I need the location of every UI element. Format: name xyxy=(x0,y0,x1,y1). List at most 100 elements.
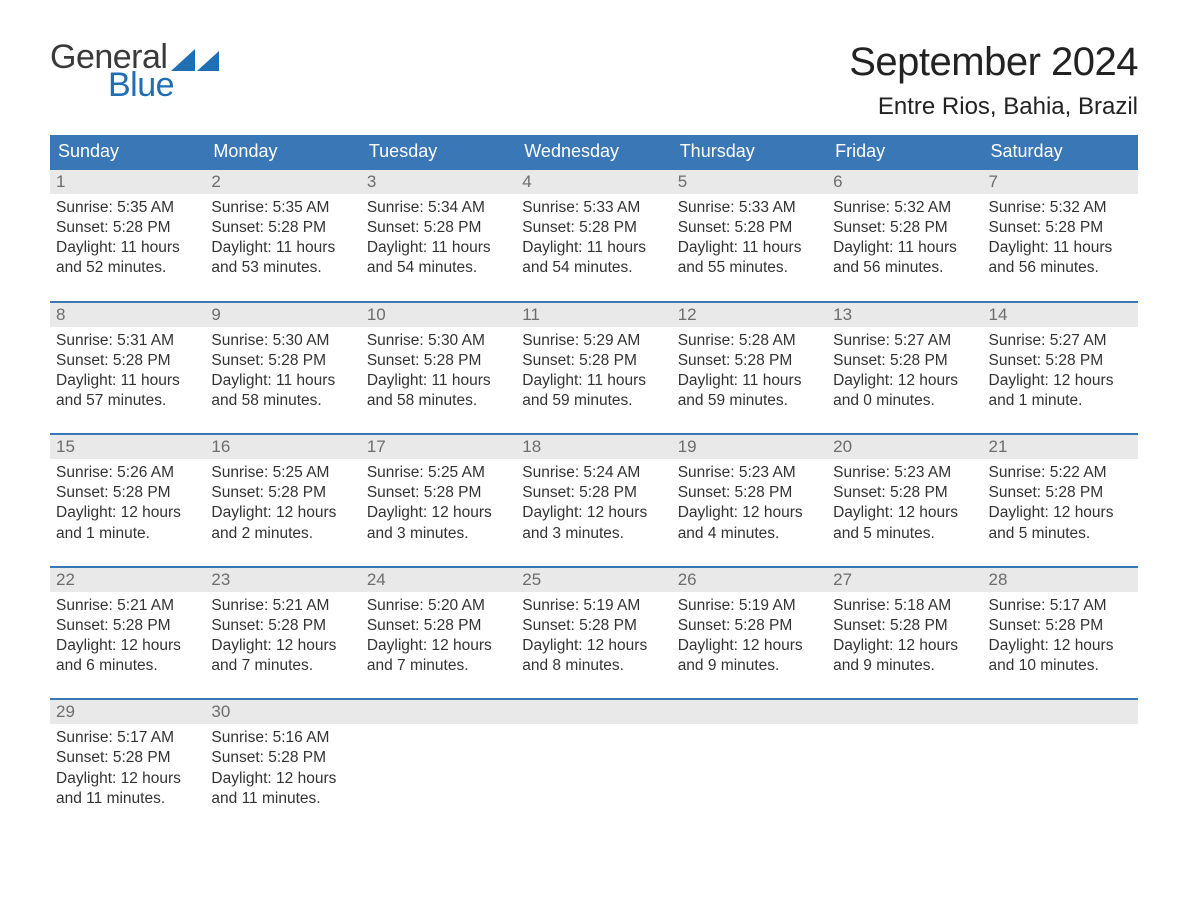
day-number-row: 4 xyxy=(516,170,671,194)
day-number: 5 xyxy=(678,172,687,191)
day-number: 10 xyxy=(367,305,386,324)
daylight-line: Daylight: 12 hours and 7 minutes. xyxy=(367,636,510,676)
day-body: Sunrise: 5:33 AMSunset: 5:28 PMDaylight:… xyxy=(516,194,671,279)
sunset-line: Sunset: 5:28 PM xyxy=(989,483,1132,503)
daylight-line: Daylight: 11 hours and 58 minutes. xyxy=(367,371,510,411)
day-number: 13 xyxy=(833,305,852,324)
month-title: September 2024 xyxy=(849,40,1138,85)
day-body: Sunrise: 5:20 AMSunset: 5:28 PMDaylight:… xyxy=(361,592,516,677)
daylight-line: Daylight: 12 hours and 5 minutes. xyxy=(833,503,976,543)
sunrise-line: Sunrise: 5:23 AM xyxy=(678,463,821,483)
day-body: Sunrise: 5:19 AMSunset: 5:28 PMDaylight:… xyxy=(672,592,827,677)
weekday-header: Sunday xyxy=(50,135,205,168)
day-number-row: 28 xyxy=(983,568,1138,592)
day-number: 25 xyxy=(522,570,541,589)
daylight-line: Daylight: 11 hours and 54 minutes. xyxy=(367,238,510,278)
day-number-row: . xyxy=(516,700,671,724)
daylight-line: Daylight: 11 hours and 56 minutes. xyxy=(989,238,1132,278)
daylight-line: Daylight: 11 hours and 52 minutes. xyxy=(56,238,199,278)
calendar-day: 3 Sunrise: 5:34 AMSunset: 5:28 PMDaylight… xyxy=(361,170,516,287)
sunrise-line: Sunrise: 5:18 AM xyxy=(833,596,976,616)
day-number: 16 xyxy=(211,437,230,456)
daylight-line: Daylight: 12 hours and 5 minutes. xyxy=(989,503,1132,543)
sunset-line: Sunset: 5:28 PM xyxy=(56,218,199,238)
sunrise-line: Sunrise: 5:19 AM xyxy=(678,596,821,616)
day-number: 30 xyxy=(211,702,230,721)
calendar-day: 17Sunrise: 5:25 AMSunset: 5:28 PMDayligh… xyxy=(361,435,516,552)
day-number: 6 xyxy=(833,172,842,191)
day-number-row: 16 xyxy=(205,435,360,459)
calendar-day: 8Sunrise: 5:31 AMSunset: 5:28 PMDaylight… xyxy=(50,303,205,420)
calendar-week: 8Sunrise: 5:31 AMSunset: 5:28 PMDaylight… xyxy=(50,301,1138,420)
daylight-line: Daylight: 12 hours and 6 minutes. xyxy=(56,636,199,676)
day-body: Sunrise: 5:24 AMSunset: 5:28 PMDaylight:… xyxy=(516,459,671,544)
calendar-day: 9 Sunrise: 5:30 AMSunset: 5:28 PMDaylight… xyxy=(205,303,360,420)
sunset-line: Sunset: 5:28 PM xyxy=(678,218,821,238)
sunset-line: Sunset: 5:28 PM xyxy=(56,616,199,636)
day-body: Sunrise: 5:25 AMSunset: 5:28 PMDaylight:… xyxy=(205,459,360,544)
day-number-row: 5 xyxy=(672,170,827,194)
day-body: Sunrise: 5:30 AMSunset: 5:28 PMDaylight:… xyxy=(205,327,360,412)
day-number-row: 10 xyxy=(361,303,516,327)
sunrise-line: Sunrise: 5:16 AM xyxy=(211,728,354,748)
day-body: Sunrise: 5:30 AMSunset: 5:28 PMDaylight:… xyxy=(361,327,516,412)
sunrise-line: Sunrise: 5:25 AM xyxy=(367,463,510,483)
sunset-line: Sunset: 5:28 PM xyxy=(56,483,199,503)
weekday-header: Saturday xyxy=(983,135,1138,168)
daylight-line: Daylight: 11 hours and 56 minutes. xyxy=(833,238,976,278)
day-body: Sunrise: 5:21 AMSunset: 5:28 PMDaylight:… xyxy=(50,592,205,677)
sunset-line: Sunset: 5:28 PM xyxy=(989,351,1132,371)
day-number: 18 xyxy=(522,437,541,456)
title-block: September 2024 Entre Rios, Bahia, Brazil xyxy=(849,40,1138,121)
calendar-week: 1Sunrise: 5:35 AMSunset: 5:28 PMDaylight… xyxy=(50,168,1138,287)
calendar-day: 29Sunrise: 5:17 AMSunset: 5:28 PMDayligh… xyxy=(50,700,205,817)
day-number-row: 11 xyxy=(516,303,671,327)
sunset-line: Sunset: 5:28 PM xyxy=(678,616,821,636)
sunrise-line: Sunrise: 5:22 AM xyxy=(989,463,1132,483)
day-number-row: . xyxy=(827,700,982,724)
day-number: 9 xyxy=(211,305,220,324)
calendar-day: 15Sunrise: 5:26 AMSunset: 5:28 PMDayligh… xyxy=(50,435,205,552)
day-number: 3 xyxy=(367,172,376,191)
day-number-row: . xyxy=(672,700,827,724)
sunset-line: Sunset: 5:28 PM xyxy=(989,616,1132,636)
calendar-day: 4Sunrise: 5:33 AMSunset: 5:28 PMDaylight… xyxy=(516,170,671,287)
sunset-line: Sunset: 5:28 PM xyxy=(211,351,354,371)
weekday-header: Thursday xyxy=(672,135,827,168)
day-body: Sunrise: 5:22 AMSunset: 5:28 PMDaylight:… xyxy=(983,459,1138,544)
daylight-line: Daylight: 11 hours and 55 minutes. xyxy=(678,238,821,278)
sunrise-line: Sunrise: 5:34 AM xyxy=(367,198,510,218)
day-number-row: 12 xyxy=(672,303,827,327)
calendar-day: 26Sunrise: 5:19 AMSunset: 5:28 PMDayligh… xyxy=(672,568,827,685)
day-number-row: 26 xyxy=(672,568,827,592)
daylight-line: Daylight: 11 hours and 59 minutes. xyxy=(522,371,665,411)
day-number-row: 20 xyxy=(827,435,982,459)
daylight-line: Daylight: 12 hours and 0 minutes. xyxy=(833,371,976,411)
sunrise-line: Sunrise: 5:29 AM xyxy=(522,331,665,351)
daylight-line: Daylight: 12 hours and 3 minutes. xyxy=(367,503,510,543)
sunset-line: Sunset: 5:28 PM xyxy=(56,351,199,371)
calendar-day: 27Sunrise: 5:18 AMSunset: 5:28 PMDayligh… xyxy=(827,568,982,685)
day-number: 20 xyxy=(833,437,852,456)
calendar-day: 28Sunrise: 5:17 AMSunset: 5:28 PMDayligh… xyxy=(983,568,1138,685)
sunrise-line: Sunrise: 5:32 AM xyxy=(989,198,1132,218)
calendar-day: 7Sunrise: 5:32 AMSunset: 5:28 PMDaylight… xyxy=(983,170,1138,287)
daylight-line: Daylight: 12 hours and 9 minutes. xyxy=(678,636,821,676)
daylight-line: Daylight: 11 hours and 54 minutes. xyxy=(522,238,665,278)
sunset-line: Sunset: 5:28 PM xyxy=(56,748,199,768)
weekday-header: Wednesday xyxy=(516,135,671,168)
sunrise-line: Sunrise: 5:26 AM xyxy=(56,463,199,483)
day-number-row: 6 xyxy=(827,170,982,194)
day-number-row: 15 xyxy=(50,435,205,459)
calendar-day: 1Sunrise: 5:35 AMSunset: 5:28 PMDaylight… xyxy=(50,170,205,287)
day-body: Sunrise: 5:34 AMSunset: 5:28 PMDaylight:… xyxy=(361,194,516,279)
calendar-day: 21Sunrise: 5:22 AMSunset: 5:28 PMDayligh… xyxy=(983,435,1138,552)
logo: General Blue xyxy=(50,40,219,102)
calendar-day: 10 Sunrise: 5:30 AMSunset: 5:28 PMDayligh… xyxy=(361,303,516,420)
day-number: 24 xyxy=(367,570,386,589)
day-body: Sunrise: 5:17 AMSunset: 5:28 PMDaylight:… xyxy=(983,592,1138,677)
calendar-day: 5Sunrise: 5:33 AMSunset: 5:28 PMDaylight… xyxy=(672,170,827,287)
daylight-line: Daylight: 12 hours and 11 minutes. xyxy=(56,769,199,809)
calendar-day: . xyxy=(827,700,982,817)
calendar-day: 25Sunrise: 5:19 AMSunset: 5:28 PMDayligh… xyxy=(516,568,671,685)
